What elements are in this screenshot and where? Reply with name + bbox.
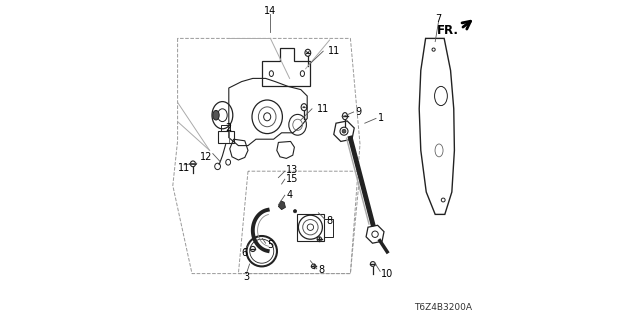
Text: 10: 10 <box>381 268 393 279</box>
Text: 4: 4 <box>287 190 292 200</box>
Bar <box>221 125 230 131</box>
Text: FR.: FR. <box>437 24 460 37</box>
Ellipse shape <box>342 129 346 133</box>
Ellipse shape <box>293 210 297 213</box>
Text: 13: 13 <box>287 164 299 175</box>
Text: T6Z4B3200A: T6Z4B3200A <box>414 303 472 312</box>
Text: 1: 1 <box>378 113 384 124</box>
Bar <box>324 219 333 237</box>
Text: 5: 5 <box>268 240 273 250</box>
Text: 3: 3 <box>243 272 250 282</box>
Text: 14: 14 <box>264 6 276 16</box>
Text: 7: 7 <box>435 14 442 24</box>
Text: 12: 12 <box>200 152 212 162</box>
Text: 2: 2 <box>226 123 232 133</box>
Polygon shape <box>278 201 285 210</box>
Text: 9: 9 <box>355 107 362 117</box>
Text: 11: 11 <box>328 46 340 56</box>
Text: 8: 8 <box>326 216 333 226</box>
Text: 15: 15 <box>287 174 299 184</box>
Text: 11: 11 <box>317 104 329 114</box>
Bar <box>218 131 234 143</box>
Text: 8: 8 <box>319 265 324 276</box>
Text: 6: 6 <box>242 248 248 258</box>
Ellipse shape <box>212 110 219 120</box>
Bar <box>297 214 324 241</box>
Text: 11: 11 <box>178 163 190 173</box>
